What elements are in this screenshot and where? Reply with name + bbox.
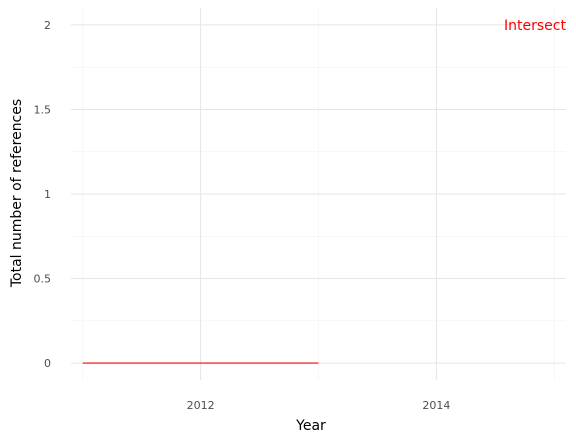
y-tick-label: 0.5 [34, 273, 52, 286]
y-tick-label: 1 [44, 188, 51, 201]
x-tick-labels: 2012 2014 [187, 399, 451, 412]
y-tick-label: 0 [44, 357, 51, 370]
x-axis-title: Year [295, 418, 326, 434]
y-tick-label: 1.5 [34, 103, 52, 116]
x-tick-label: 2014 [422, 399, 450, 412]
y-axis-title: Total number of references [9, 99, 25, 288]
y-tick-labels: 0 0.5 1 1.5 2 [34, 19, 52, 370]
annotations: Intersect [504, 18, 566, 34]
y-tick-label: 2 [44, 19, 51, 32]
annotation-label: Intersect [504, 18, 566, 34]
x-tick-label: 2012 [187, 399, 215, 412]
